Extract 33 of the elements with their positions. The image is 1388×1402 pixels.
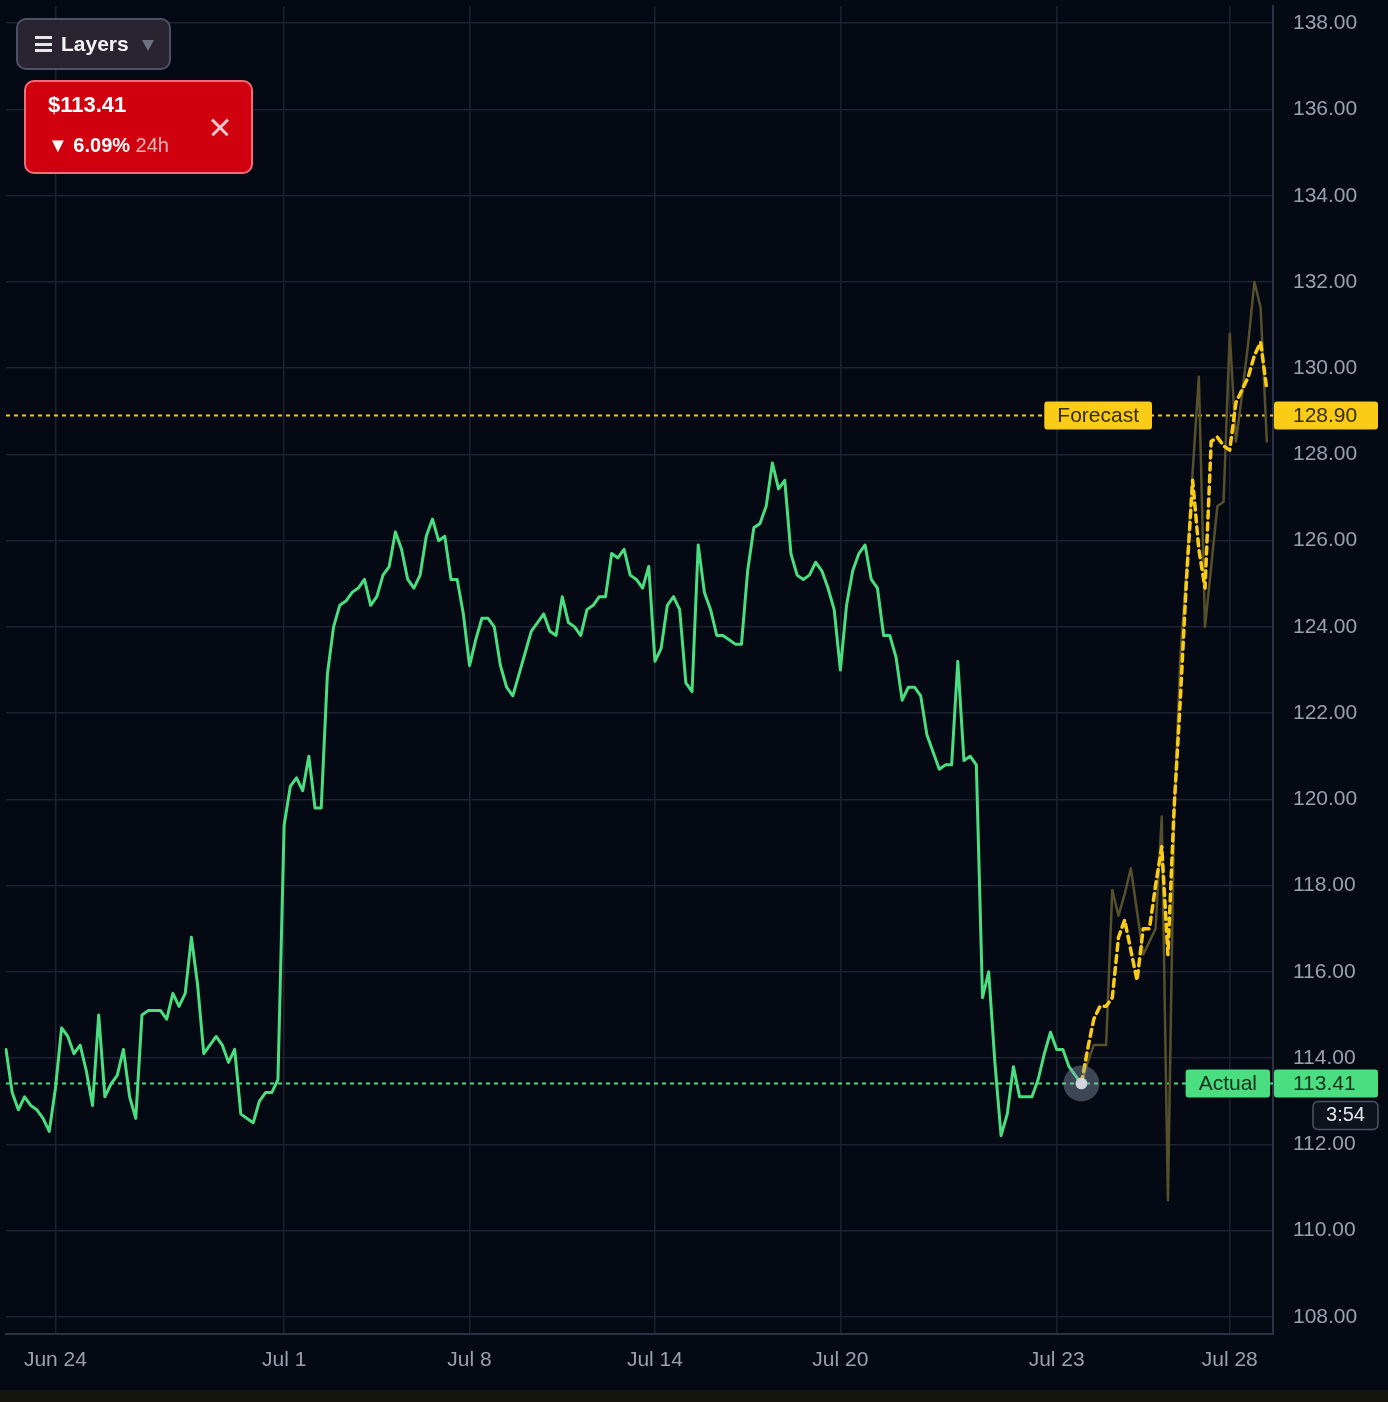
x-tick-label: Jul 8	[447, 1347, 492, 1371]
notification-card: $113.41 ▼ 6.09% 24h	[24, 80, 253, 174]
ref-line-label: Actual	[1198, 1071, 1258, 1095]
y-tick-label: 116.00	[1293, 958, 1356, 982]
y-tick-label: 134.00	[1293, 182, 1358, 206]
text: 113.41	[1293, 1071, 1356, 1095]
y-tick-label: 112.00	[1293, 1131, 1356, 1155]
y-tick-label: 124.00	[1293, 613, 1358, 637]
x-tick-label: Jul 28	[1201, 1347, 1258, 1371]
y-tick-label: 110.00	[1293, 1217, 1356, 1241]
y-tick-label: 108.00	[1293, 1303, 1358, 1327]
annotation: Layers	[61, 32, 129, 56]
annotation: $113.41	[48, 92, 127, 118]
y-tick-label: 114.00	[1293, 1044, 1356, 1068]
y-tick-label: 118.00	[1293, 872, 1356, 896]
y-tick-label: 128.00	[1293, 441, 1358, 465]
y-tick-label: 122.00	[1293, 699, 1358, 723]
x-tick-label: Jul 20	[812, 1347, 869, 1371]
y-tick-label: 130.00	[1293, 354, 1358, 378]
y-tick-label: 120.00	[1293, 786, 1358, 810]
x-tick-label: Jul 1	[261, 1347, 307, 1371]
x-tick-label: Jul 23	[1028, 1347, 1085, 1371]
x-tick-label: Jun 24	[23, 1347, 88, 1371]
y-tick-label: 136.00	[1293, 96, 1358, 120]
y-tick-label: 138.00	[1293, 10, 1358, 34]
annotation: ▼ 6.09% 24h	[48, 134, 169, 156]
y-tick-label: 126.00	[1293, 527, 1358, 551]
y-tick-label: 132.00	[1293, 268, 1358, 292]
ref-line-label: Forecast	[1057, 403, 1140, 427]
text: 3:54	[1326, 1103, 1365, 1126]
x-tick-label: Jul 14	[626, 1347, 684, 1371]
dropdown-button: Layers	[16, 18, 171, 70]
text: 128.90	[1293, 403, 1358, 427]
